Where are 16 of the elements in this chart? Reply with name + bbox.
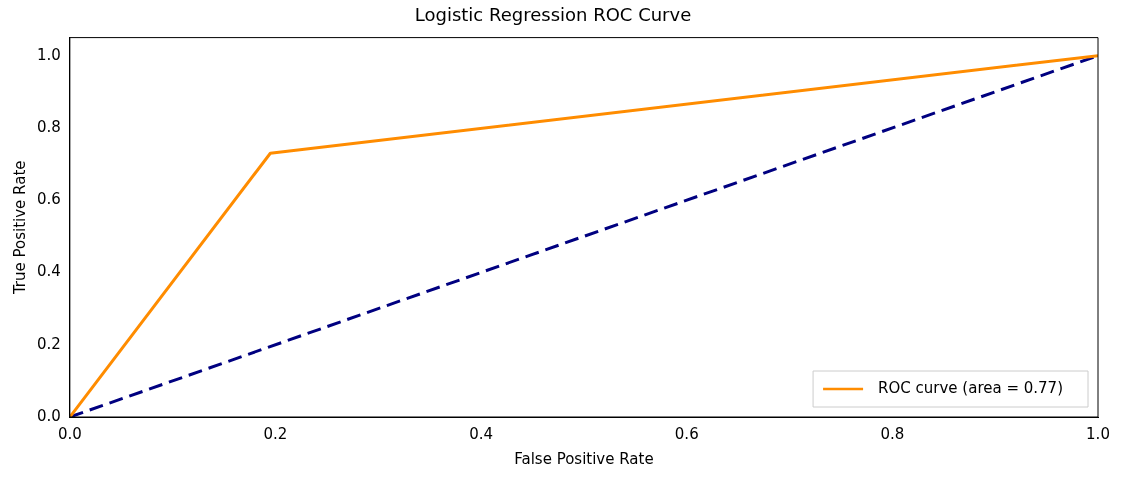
x-tick-label: 0.0 [57, 424, 82, 443]
x-axis-title: False Positive Rate [514, 449, 654, 468]
y-axis-title: True Positive Rate [10, 160, 29, 296]
chart-title: Logistic Regression ROC Curve [414, 4, 692, 26]
y-tick-label: 0.4 [37, 262, 61, 281]
x-tick-label: 0.6 [674, 424, 699, 443]
x-tick-label: 1.0 [1086, 424, 1110, 443]
y-tick-label: 0.2 [37, 334, 61, 353]
x-tick-label: 0.4 [469, 424, 494, 443]
y-tick-label: 1.0 [37, 45, 61, 64]
y-tick-label: 0.8 [37, 117, 61, 136]
y-tick-label: 0.0 [37, 406, 61, 425]
x-tick-label: 0.2 [263, 424, 288, 443]
y-tick-label: 0.6 [37, 190, 61, 209]
legend-label: ROC curve (area = 0.77) [878, 378, 1063, 397]
x-tick-label: 0.8 [880, 424, 905, 443]
